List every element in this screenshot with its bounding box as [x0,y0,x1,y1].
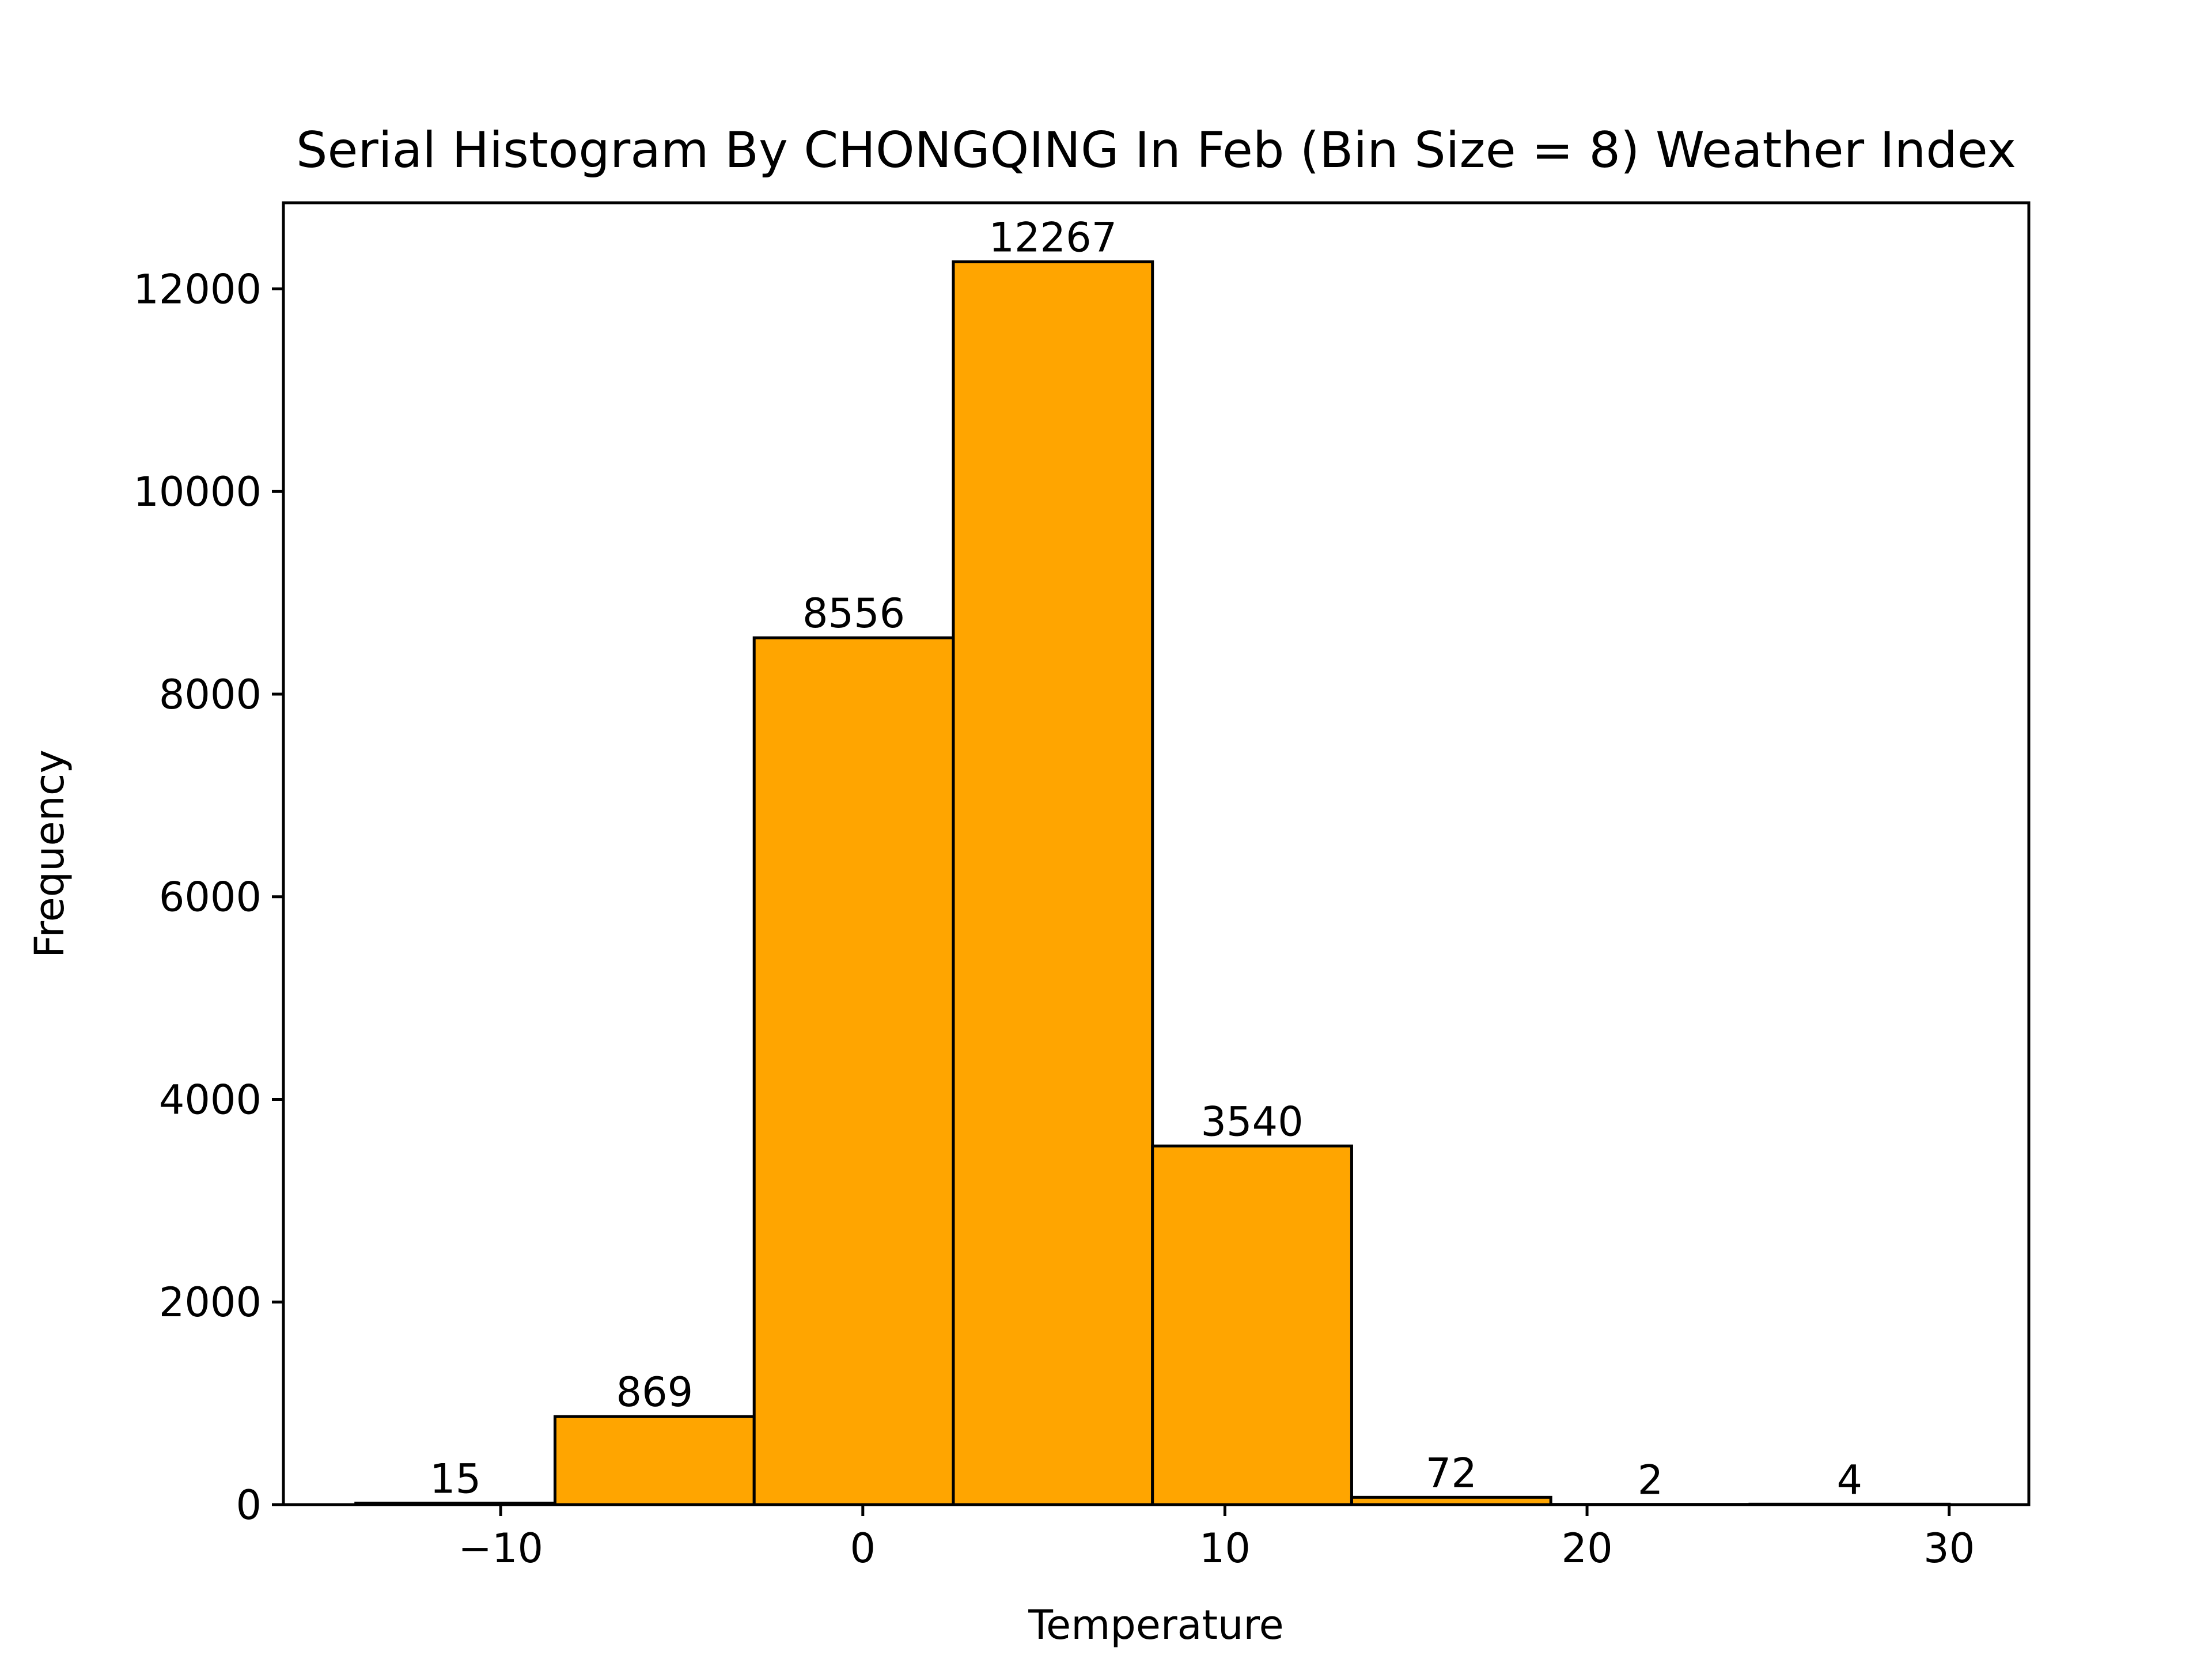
chart-title: Serial Histogram By CHONGQING In Feb (Bi… [296,122,2016,179]
bar-value-label: 4 [1837,1456,1863,1503]
bar-value-label: 15 [430,1455,481,1502]
y-axis-ticks: 0 2000 4000 6000 8000 10000 12000 [133,266,283,1529]
x-tick-label: 10 [1199,1525,1251,1572]
bar-value-label: 72 [1426,1449,1477,1497]
bar-labels-group: 15 869 8556 12267 3540 72 2 4 [430,214,1862,1504]
y-tick-label: 6000 [159,874,262,921]
x-tick-label: 30 [1923,1525,1975,1572]
histogram-bar [952,260,1154,1506]
y-axis-label: Frequency [26,749,73,958]
histogram-bar [1151,1144,1353,1506]
x-axis-ticks: −10 0 10 20 30 [458,1505,1975,1572]
y-tick-label: 8000 [159,671,262,718]
histogram-bar [553,1415,756,1506]
histogram-bar [752,636,955,1506]
x-tick-label: −10 [458,1525,543,1572]
y-tick-label: 10000 [133,468,262,516]
bar-value-label: 8556 [802,590,905,637]
y-tick-label: 4000 [159,1076,262,1123]
x-axis-label: Temperature [1028,1601,1283,1649]
bars-group [354,260,1951,1506]
plot-area-frame [282,201,2031,1506]
bar-value-label: 869 [616,1369,694,1416]
x-tick-label: 20 [1562,1525,1613,1572]
bar-value-label: 12267 [988,214,1117,262]
y-tick-label: 2000 [159,1279,262,1326]
bar-value-label: 2 [1638,1457,1664,1504]
y-tick-label: 12000 [133,266,262,313]
bar-value-label: 3540 [1201,1098,1304,1145]
y-tick-label: 0 [236,1482,262,1529]
x-tick-label: 0 [850,1525,876,1572]
